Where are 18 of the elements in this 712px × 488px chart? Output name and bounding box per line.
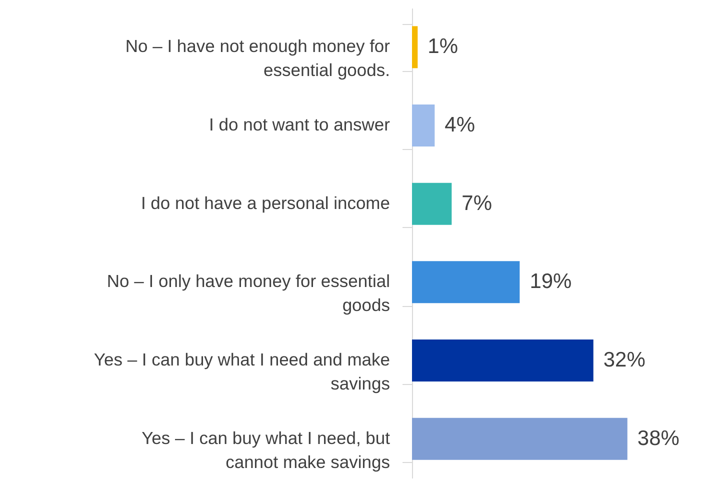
bar: [412, 104, 435, 146]
bar: [412, 418, 628, 460]
data-label: 1%: [428, 35, 458, 58]
data-label: 4%: [444, 114, 476, 136]
y-tick-label: No – I have not enough money for essential goods.: [125, 36, 390, 80]
bar: [412, 340, 594, 382]
data-label: 7%: [462, 192, 492, 215]
bar: [412, 26, 418, 68]
data-label: 19%: [530, 270, 572, 294]
y-tick-label: No – I only have money for essential goods: [106, 271, 390, 316]
y-tick-label: I do not have a personal income: [140, 192, 390, 213]
y-tick-label: Yes – I can buy what I need and make savings: [94, 350, 390, 394]
data-label: 38%: [637, 426, 680, 450]
data-label: 32%: [603, 348, 646, 372]
bar: [412, 261, 520, 304]
y-tick-label: I do not want to answer: [209, 114, 390, 134]
y-tick-label: Yes – I can buy what I need, but cannot make savings: [142, 428, 390, 472]
bar: [412, 182, 452, 225]
